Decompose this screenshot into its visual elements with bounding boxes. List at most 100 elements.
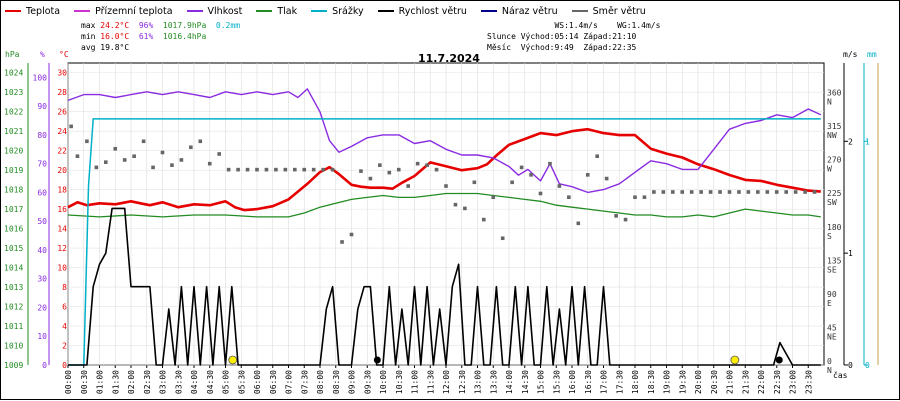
sun-rise: Východ:05:14 [520, 32, 579, 41]
pressure-tick-label: 1019 [4, 166, 23, 175]
x-tick-label: 16:30 [584, 370, 593, 394]
winddir-point [321, 167, 325, 172]
winddir-point [132, 154, 136, 159]
sun-set: Západ:21:10 [583, 32, 637, 41]
winddir-tick-label: 45 [827, 323, 837, 332]
x-tick-label: 22:30 [773, 370, 782, 394]
winddir-point [415, 161, 420, 166]
temperature-tick-label: 6 [62, 303, 67, 312]
winddir-point [491, 195, 496, 200]
winddir-tick-label: 270 [827, 156, 842, 165]
legend-item: Teplota [5, 4, 60, 18]
winddir-compass-label: N [827, 366, 832, 375]
pressure-axis-title: hPa [5, 50, 20, 59]
rain-tick-label: 1 [865, 137, 870, 146]
legend-item: Přízemní teplota [74, 4, 173, 18]
x-tick-label: 07:30 [300, 370, 309, 394]
moon-set: Západ:22:35 [583, 43, 637, 52]
winddir-point [434, 167, 439, 172]
legend-swatch [74, 10, 91, 12]
temperature-tick-label: 8 [62, 283, 67, 292]
winddir-compass-label: W [827, 165, 832, 174]
humidity-axis-title: % [40, 50, 45, 59]
pressure-tick-label: 1021 [4, 127, 23, 136]
winddir-point [94, 165, 99, 170]
x-tick-label: 22:00 [757, 370, 766, 394]
winddir-point [378, 163, 382, 167]
astro-block: WS:1.4m/s WG:1.4m/s Slunce Východ:05:14 … [487, 20, 660, 53]
winddir-point [122, 158, 127, 162]
legend-item: Tlak [256, 4, 297, 18]
winddir-compass-label: SW [827, 198, 837, 207]
winddir-tick-label: 315 [827, 122, 842, 131]
pressure-tick-label: 1020 [4, 147, 23, 156]
winddir-point [680, 190, 685, 194]
winddir-compass-label: SE [827, 265, 837, 274]
humidity-tick-label: 100 [33, 73, 48, 82]
x-tick-label: 13:30 [489, 370, 498, 394]
pressure-tick-label: 1016 [4, 225, 23, 234]
x-tick-label: 09:00 [348, 370, 357, 394]
winddir-point [718, 190, 722, 194]
winddir-point [519, 165, 524, 170]
winddir-point [567, 195, 571, 200]
pressure-tick-label: 1017 [4, 205, 23, 214]
x-tick-label: 08:30 [332, 370, 341, 394]
temperature-tick-label: 24 [57, 127, 67, 136]
winddir-point [217, 152, 221, 156]
legend-label: Vlhkost [207, 5, 243, 17]
stat-min-press: 1016.4hPa [162, 32, 207, 41]
winddir-compass-label: S [827, 232, 832, 241]
x-tick-label: 15:30 [552, 370, 561, 394]
windspeed-tick-label: 0 [848, 361, 853, 370]
winddir-point [396, 167, 401, 172]
legend-label: Přízemní teplota [95, 5, 173, 17]
x-tick-label: 16:00 [568, 370, 577, 394]
stat-max-label: max [81, 21, 96, 30]
legend-label: Srážky [332, 5, 364, 17]
rain-tick-label: 0 [865, 361, 870, 370]
series-line [67, 192, 821, 218]
winddir-point [274, 167, 278, 172]
x-tick-label: 01:00 [96, 370, 105, 394]
x-tick-label: 17:00 [600, 370, 609, 394]
x-tick-label: 00:00 [64, 370, 73, 394]
sun-label: Slunce [487, 32, 516, 41]
winddir-point [283, 167, 288, 172]
winddir-point [160, 150, 165, 155]
humidity-tick-label: 90 [37, 102, 47, 111]
winddir-compass-label: E [827, 299, 832, 308]
winddir-point [784, 190, 788, 194]
temperature-tick-label: 30 [57, 69, 67, 78]
stat-max-temp: 24.2°C [100, 21, 130, 30]
ws-value: WS:1.4m/s [554, 21, 598, 30]
winddir-point [812, 190, 817, 194]
winddir-point [359, 169, 363, 173]
legend-swatch [480, 10, 497, 12]
winddir-point [151, 165, 155, 170]
winddir-point [170, 163, 174, 167]
temperature-tick-label: 4 [62, 322, 67, 331]
x-tick-label: 02:00 [127, 370, 136, 394]
pressure-tick-label: 1022 [4, 108, 23, 117]
winddir-point [510, 180, 514, 185]
winddir-point [576, 221, 581, 226]
winddir-point [141, 139, 146, 144]
x-tick-label: 05:30 [237, 370, 246, 394]
humidity-tick-label: 40 [37, 246, 47, 255]
x-tick-label: 23:00 [789, 370, 798, 394]
x-tick-label: 19:30 [678, 370, 687, 394]
winddir-point [548, 161, 552, 166]
winddir-point [585, 173, 590, 177]
x-tick-label: 17:30 [615, 370, 624, 394]
pressure-tick-label: 1012 [4, 303, 23, 312]
x-tick-label: 18:30 [647, 370, 656, 394]
legend-swatch [186, 10, 203, 12]
winddir-point [633, 195, 637, 200]
pressure-tick-label: 1023 [4, 88, 23, 97]
temperature-tick-label: 16 [57, 205, 67, 214]
x-tick-label: 03:00 [159, 370, 168, 394]
winddir-point [652, 190, 656, 194]
winddir-point [226, 167, 231, 172]
